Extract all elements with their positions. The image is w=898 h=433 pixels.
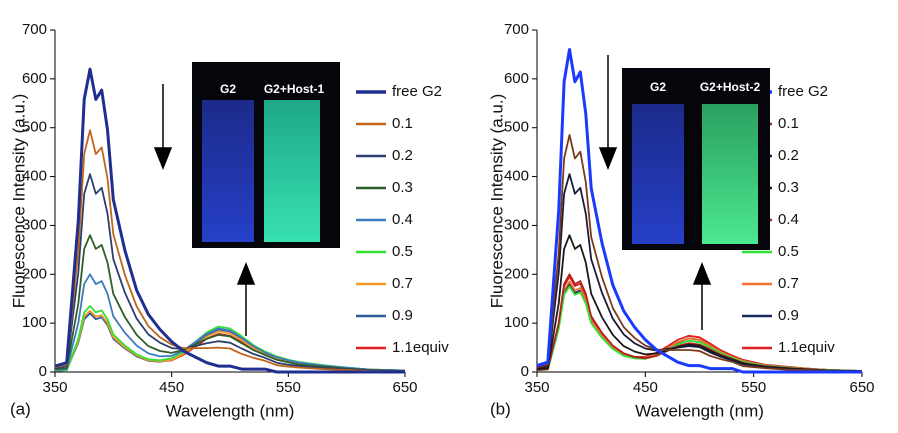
- legend-label: 0.4: [778, 211, 799, 228]
- y-tick-label: 300: [504, 216, 529, 233]
- y-axis-title: Fluorescence Intensity (a.u.): [487, 94, 506, 308]
- x-axis-title: Wavelength (nm): [166, 401, 295, 420]
- legend-label: 1.1equiv: [392, 339, 449, 356]
- inset-label: G2: [650, 80, 666, 94]
- series-line: [54, 129, 406, 373]
- x-tick-label: 450: [159, 379, 184, 396]
- y-tick-label: 100: [504, 314, 529, 331]
- y-tick-label: 200: [504, 265, 529, 282]
- panel-label: (a): [10, 399, 31, 418]
- series-line: [536, 48, 862, 374]
- legend-label: 0.7: [778, 275, 799, 292]
- panel-label: (b): [490, 399, 511, 418]
- series-line: [54, 234, 406, 372]
- chart-panel: 0 100 200 300 400 500 600 700 350 450 550 650 Wavele…: [487, 21, 874, 421]
- series-line: [54, 305, 406, 372]
- y-axis-title: Fluorescence Intensity (a.u.): [9, 94, 28, 308]
- y-tick-label: 0: [39, 363, 47, 380]
- y-tick-label: 400: [22, 168, 47, 185]
- x-tick-label: 350: [524, 379, 549, 396]
- chart-panel: 0 100 200 300 400 500 600 700 350 450 550 650 Wavele…: [9, 21, 449, 421]
- legend-label: 0.3: [778, 179, 799, 196]
- y-tick-label: 700: [504, 21, 529, 38]
- inset-photo: G2 G2+Host-2: [622, 68, 770, 250]
- legend-label: 0.1: [392, 115, 413, 132]
- series-line: [54, 67, 405, 374]
- x-tick-label: 450: [633, 379, 658, 396]
- legend-label: 0.1: [778, 115, 799, 132]
- x-tick-label: 650: [849, 379, 874, 396]
- legend-label: free G2: [778, 83, 828, 100]
- series-line: [536, 273, 863, 372]
- inset-label: G2+Host-1: [264, 82, 325, 96]
- series-line: [536, 275, 863, 372]
- y-tick-label: 700: [22, 21, 47, 38]
- legend-label: 1.1equiv: [778, 339, 835, 356]
- legend-label: 0.2: [778, 147, 799, 164]
- legend-label: 0.7: [392, 275, 413, 292]
- y-tick-label: 400: [504, 168, 529, 185]
- arrows: [153, 55, 712, 336]
- y-tick-label: 500: [22, 119, 47, 136]
- y-tick-label: 0: [521, 363, 529, 380]
- x-tick-label: 350: [42, 379, 67, 396]
- legend-label: 0.5: [778, 243, 799, 260]
- legend-label: 0.9: [778, 307, 799, 324]
- legend-label: 0.9: [392, 307, 413, 324]
- y-tick-label: 600: [22, 70, 47, 87]
- inset-label: G2+Host-2: [700, 80, 761, 94]
- y-tick-label: 200: [22, 265, 47, 282]
- x-tick-label: 650: [392, 379, 417, 396]
- legend-label: 0.5: [392, 243, 413, 260]
- x-tick-label: 550: [276, 379, 301, 396]
- inset-label: G2: [220, 82, 236, 96]
- inset-photo: G2 G2+Host-1: [192, 62, 340, 248]
- legend-label: 0.2: [392, 147, 413, 164]
- y-tick-label: 100: [22, 314, 47, 331]
- y-tick-label: 600: [504, 70, 529, 87]
- y-tick-label: 300: [22, 216, 47, 233]
- legend-label: 0.4: [392, 211, 413, 228]
- y-tick-label: 500: [504, 119, 529, 136]
- legend-label: 0.3: [392, 179, 413, 196]
- x-axis-title: Wavelength (nm): [635, 401, 764, 420]
- legend-label: free G2: [392, 83, 442, 100]
- x-tick-label: 550: [741, 379, 766, 396]
